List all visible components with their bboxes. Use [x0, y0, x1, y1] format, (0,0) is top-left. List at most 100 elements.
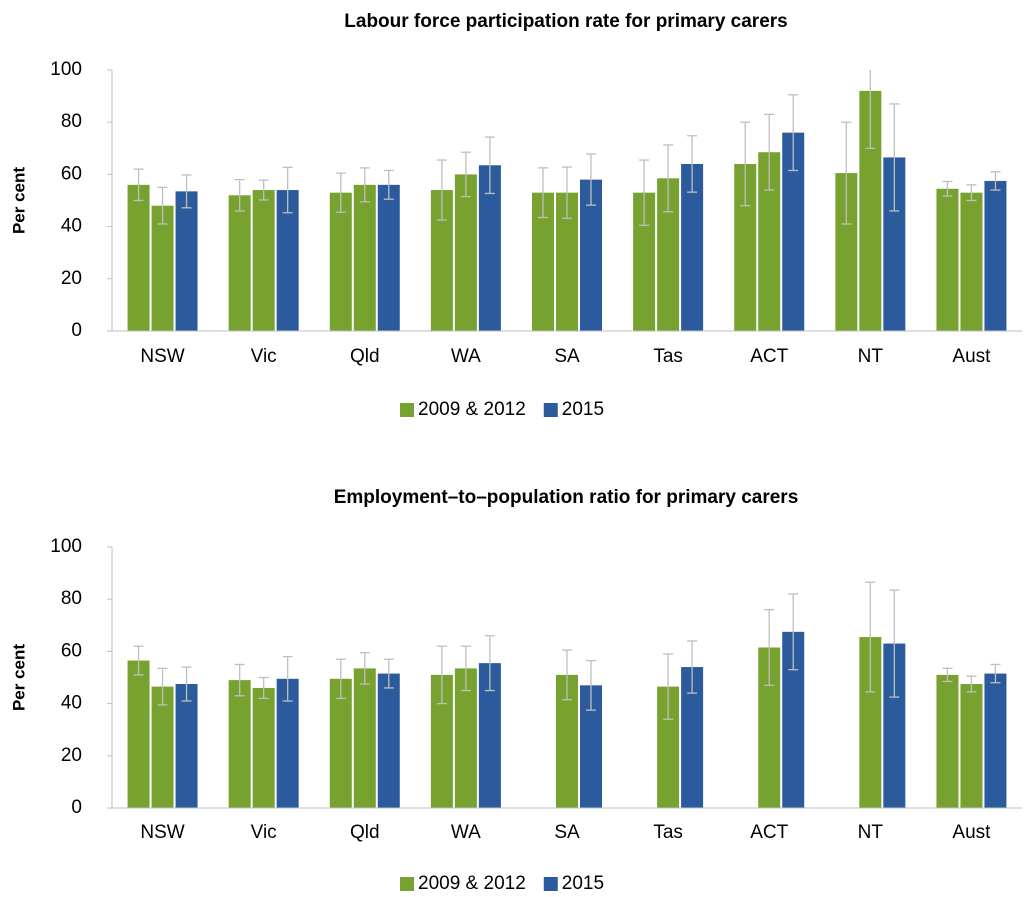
y-tick-label: 0 [71, 797, 82, 818]
error-bar [234, 178, 245, 212]
error-bar [562, 649, 572, 701]
error-bar [865, 70, 876, 149]
error-bar [990, 663, 1001, 684]
bar [478, 663, 501, 808]
bar [936, 188, 959, 331]
error-bar [639, 159, 650, 226]
x-tick-label: NSW [140, 346, 184, 367]
bar [883, 643, 906, 808]
bar [377, 184, 400, 331]
error-bar [740, 121, 751, 207]
bar [478, 165, 501, 331]
bar [657, 178, 680, 331]
bar [276, 190, 299, 331]
bar [532, 192, 554, 331]
error-bar [133, 645, 144, 676]
bar [430, 674, 453, 808]
bar [454, 174, 477, 331]
error-bar [133, 168, 144, 202]
bar [353, 668, 376, 808]
legend-swatch [543, 403, 558, 417]
bar [127, 660, 150, 808]
error-bar [942, 667, 953, 683]
bar [883, 157, 906, 331]
y-axis-label: Per cent [9, 167, 28, 234]
error-bar [484, 635, 495, 692]
bar [151, 205, 174, 331]
error-bar [586, 153, 596, 206]
bar [377, 673, 400, 808]
x-tick-label: Aust [952, 346, 991, 367]
error-bar [234, 663, 245, 697]
error-bar [687, 135, 698, 193]
error-bar [282, 166, 293, 214]
bar [556, 192, 578, 331]
y-tick-label: 20 [61, 745, 82, 766]
error-bar [359, 167, 370, 203]
error-bar [841, 121, 852, 225]
bar [580, 179, 602, 331]
error-bar [460, 645, 471, 692]
x-tick-label: SA [554, 346, 580, 367]
y-tick-label: 0 [71, 320, 82, 341]
bar [276, 678, 299, 808]
error-bar [383, 169, 394, 200]
y-tick-label: 80 [61, 111, 82, 132]
bar [936, 674, 959, 808]
error-bar [663, 653, 674, 720]
x-tick-label: Aust [952, 822, 991, 843]
error-bar [258, 179, 269, 201]
bar [859, 90, 882, 331]
bar [734, 163, 757, 331]
legend-label: 2009 & 2012 [418, 873, 526, 894]
bar [252, 687, 275, 808]
bar [151, 686, 174, 808]
x-tick-label: WA [451, 822, 481, 843]
bar [960, 684, 983, 808]
bar [657, 686, 680, 808]
x-tick-label: Tas [653, 822, 683, 843]
error-bar [788, 593, 799, 671]
error-bar [990, 171, 1001, 191]
error-bar [764, 113, 775, 191]
error-bar [383, 658, 394, 689]
error-bar [687, 640, 698, 694]
error-bar [436, 159, 447, 221]
x-tick-label: Tas [653, 346, 683, 367]
y-tick-label: 40 [61, 216, 82, 237]
bar [835, 173, 858, 331]
legend-swatch [400, 877, 414, 891]
x-tick-label: NT [858, 822, 884, 843]
legend-label: 2015 [562, 399, 604, 420]
legend-swatch [400, 403, 414, 417]
x-tick-label: WA [451, 346, 481, 367]
bar [782, 631, 805, 808]
bar [758, 152, 781, 331]
bar [681, 667, 704, 808]
x-tick-label: ACT [750, 822, 788, 843]
error-bar [181, 666, 192, 702]
error-bar [966, 675, 977, 693]
bar [633, 192, 656, 331]
error-bar [460, 151, 471, 198]
x-tick-label: NT [858, 346, 884, 367]
legend-label: 2009 & 2012 [418, 399, 526, 420]
bar [175, 684, 198, 808]
x-tick-label: Qld [350, 346, 380, 367]
y-tick-label: 100 [50, 59, 82, 80]
error-bar [663, 144, 674, 213]
error-bar [889, 589, 900, 698]
y-tick-label: 80 [61, 588, 82, 609]
x-tick-label: SA [554, 822, 580, 843]
legend-label: 2015 [562, 873, 604, 894]
error-bar [359, 652, 370, 685]
error-bar [181, 174, 192, 209]
chart-title: Employment–to–population ratio for prima… [334, 487, 799, 508]
x-tick-label: Qld [350, 822, 380, 843]
error-bar [436, 645, 447, 705]
error-bar [562, 166, 572, 219]
bar [984, 673, 1007, 808]
chart-title: Labour force participation rate for prim… [344, 11, 787, 32]
error-bar [335, 658, 346, 700]
